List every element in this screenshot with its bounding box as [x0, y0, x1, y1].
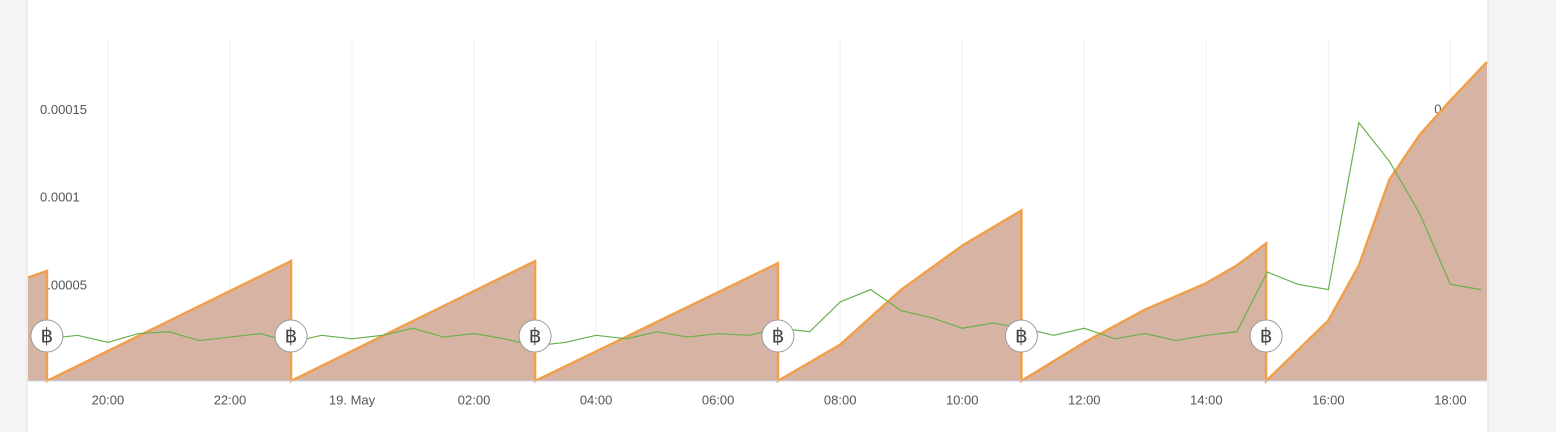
- x-tick-label: 06:00: [702, 392, 735, 407]
- block-marker: [274, 319, 308, 353]
- x-tick-label: 04:00: [580, 392, 613, 407]
- x-tick-label: 19. May: [329, 392, 376, 407]
- x-tick-label: 22:00: [214, 392, 247, 407]
- block-symbol: ฿: [1260, 324, 1273, 348]
- block-marker: [761, 319, 795, 353]
- block-symbol: ฿: [772, 324, 785, 348]
- block-symbol: ฿: [41, 324, 54, 348]
- block-marker: [1004, 319, 1038, 353]
- area-line: [27, 61, 1488, 384]
- x-tick-label: 10:00: [946, 392, 979, 407]
- block-marker: [518, 319, 552, 353]
- block-marker: [1249, 319, 1283, 353]
- x-tick-label: 20:00: [92, 392, 125, 407]
- block-marker: [30, 319, 64, 353]
- x-tick-label: 14:00: [1190, 392, 1223, 407]
- y-tick-label: 0.00015: [40, 102, 87, 117]
- x-tick-label: 18:00: [1434, 392, 1467, 407]
- block-symbol: ฿: [529, 324, 542, 348]
- block-symbol: ฿: [285, 324, 298, 348]
- x-tick-label: 16:00: [1312, 392, 1345, 407]
- area-fill: [28, 62, 1487, 381]
- x-tick-label: 12:00: [1068, 392, 1101, 407]
- y-tick-label: 0.0001: [40, 190, 80, 205]
- block-symbol: ฿: [1015, 324, 1028, 348]
- x-tick-label: 02:00: [458, 392, 491, 407]
- y-tick-label: 0.00005: [40, 278, 87, 293]
- x-tick-label: 08:00: [824, 392, 857, 407]
